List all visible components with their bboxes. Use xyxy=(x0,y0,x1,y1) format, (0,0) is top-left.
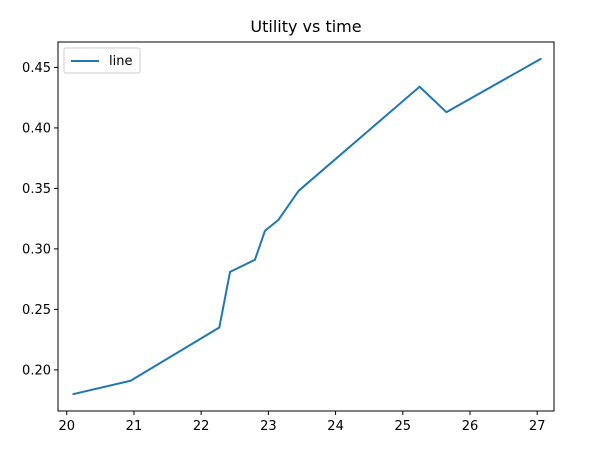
y-tick-label: 0.20 xyxy=(22,363,51,378)
y-tick-label: 0.35 xyxy=(22,182,51,197)
x-tick-label: 20 xyxy=(58,419,75,434)
y-tick-label: 0.40 xyxy=(22,121,51,136)
y-tick-label: 0.25 xyxy=(22,303,51,318)
x-tick-label: 23 xyxy=(260,419,277,434)
series-layer xyxy=(72,57,542,396)
x-tick-label: 24 xyxy=(327,419,344,434)
x-tick-label: 26 xyxy=(462,419,479,434)
y-tick-label: 0.30 xyxy=(22,242,51,257)
y-axis: 0.20 0.25 0.30 0.35 0.40 0.45 xyxy=(22,61,58,378)
x-axis: 20 21 22 23 24 25 26 27 xyxy=(58,411,545,434)
x-tick-label: 25 xyxy=(395,419,412,434)
plot-area xyxy=(58,42,554,411)
chart-title: Utility vs time xyxy=(250,17,361,36)
y-tick-label: 0.45 xyxy=(22,61,51,76)
legend-label: line xyxy=(109,54,132,69)
plot-frame xyxy=(57,41,555,412)
x-tick-label: 27 xyxy=(529,419,546,434)
legend-box xyxy=(63,47,141,74)
x-tick-label: 22 xyxy=(193,419,210,434)
legend: line xyxy=(63,47,141,74)
x-tick-label: 21 xyxy=(126,419,143,434)
